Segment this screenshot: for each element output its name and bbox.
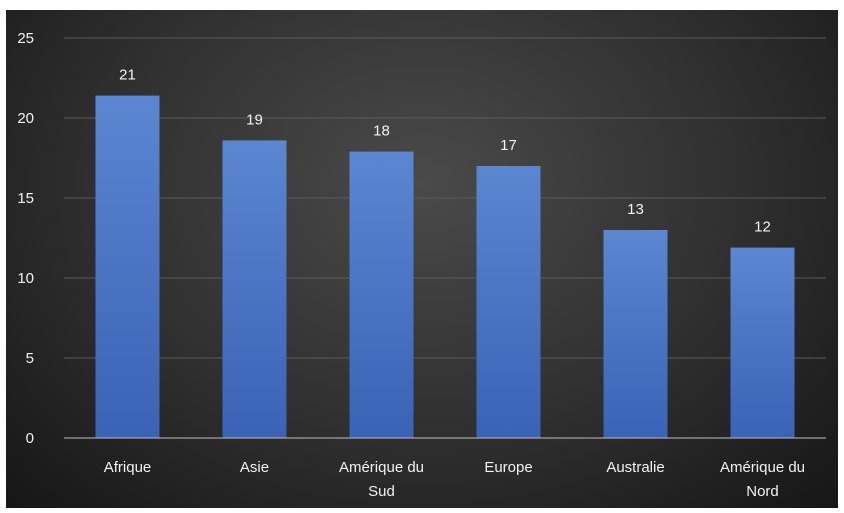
x-axis-categories: Afrique Asie Amérique du Sud Europe Australie… (104, 459, 805, 500)
bars (95, 95, 795, 438)
data-label: 19 (246, 111, 263, 128)
y-tick-label: 5 (26, 350, 34, 367)
y-tick-label: 20 (17, 110, 34, 127)
x-category-label: Nord (746, 483, 779, 500)
data-label: 17 (500, 137, 517, 154)
bar (603, 230, 668, 438)
bar (730, 247, 795, 438)
x-category-label: Europe (484, 459, 532, 476)
data-label: 21 (119, 67, 136, 84)
x-category-label: Asie (240, 459, 269, 476)
y-tick-label: 10 (17, 270, 34, 287)
x-category-label: Amérique du (720, 459, 805, 476)
bar (476, 166, 541, 438)
bar (222, 140, 287, 438)
y-axis-ticks: 0 5 10 15 20 25 (17, 30, 34, 447)
data-label: 13 (627, 201, 644, 218)
bar (95, 95, 160, 438)
data-label: 18 (373, 123, 390, 140)
x-category-label: Australie (606, 459, 664, 476)
y-tick-label: 15 (17, 190, 34, 207)
x-category-label: Amérique du (339, 459, 424, 476)
gridlines (64, 37, 826, 359)
bar (349, 151, 414, 438)
data-labels: 21 19 18 17 13 12 (119, 67, 771, 236)
data-label: 12 (754, 219, 771, 236)
y-tick-label: 0 (26, 430, 34, 447)
y-tick-label: 25 (17, 30, 34, 47)
x-category-label: Sud (368, 483, 395, 500)
x-category-label: Afrique (104, 459, 152, 476)
